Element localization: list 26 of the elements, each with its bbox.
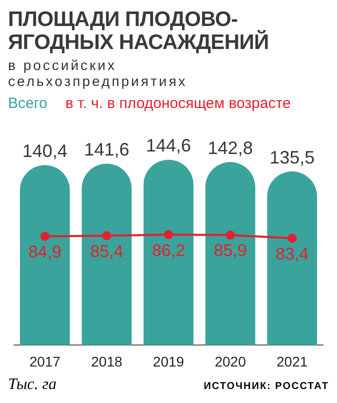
bar bbox=[82, 164, 132, 346]
bar bbox=[20, 165, 70, 346]
text: ИСТОЧНИК: РОССТАТ bbox=[204, 381, 329, 392]
x-tick-label: 2019 bbox=[152, 353, 184, 370]
chart-subtitle: в российских сельхозпредприятиях bbox=[8, 57, 188, 89]
data-label: 86,2 bbox=[152, 240, 186, 260]
data-label: 83,4 bbox=[276, 244, 309, 264]
x-tick-label: 2020 bbox=[214, 353, 246, 370]
text: в т. ч. в плодоносящем возрасте bbox=[65, 95, 291, 112]
text: Тыс. га bbox=[8, 376, 56, 394]
data-label: 142,8 bbox=[208, 138, 253, 158]
data-label: 144,6 bbox=[146, 136, 192, 156]
data-label: 85,4 bbox=[90, 242, 124, 261]
text: Всего bbox=[8, 95, 48, 112]
data-label: 85,9 bbox=[214, 241, 247, 260]
data-label: 84,9 bbox=[28, 242, 62, 262]
data-label: 140,4 bbox=[22, 141, 68, 162]
x-tick-label: 2018 bbox=[91, 353, 122, 370]
bar bbox=[267, 171, 318, 346]
x-tick-label: 2021 bbox=[276, 353, 308, 370]
bar bbox=[144, 160, 194, 346]
data-label: 135,5 bbox=[270, 147, 315, 168]
data-label: 141,6 bbox=[84, 140, 130, 160]
x-tick-label: 2017 bbox=[29, 353, 61, 370]
chart-title: ПЛОЩАДИ ПЛОДОВО-ЯГОДНЫХ НАСАЖДЕНИЙ bbox=[8, 8, 270, 54]
bar bbox=[205, 162, 256, 346]
